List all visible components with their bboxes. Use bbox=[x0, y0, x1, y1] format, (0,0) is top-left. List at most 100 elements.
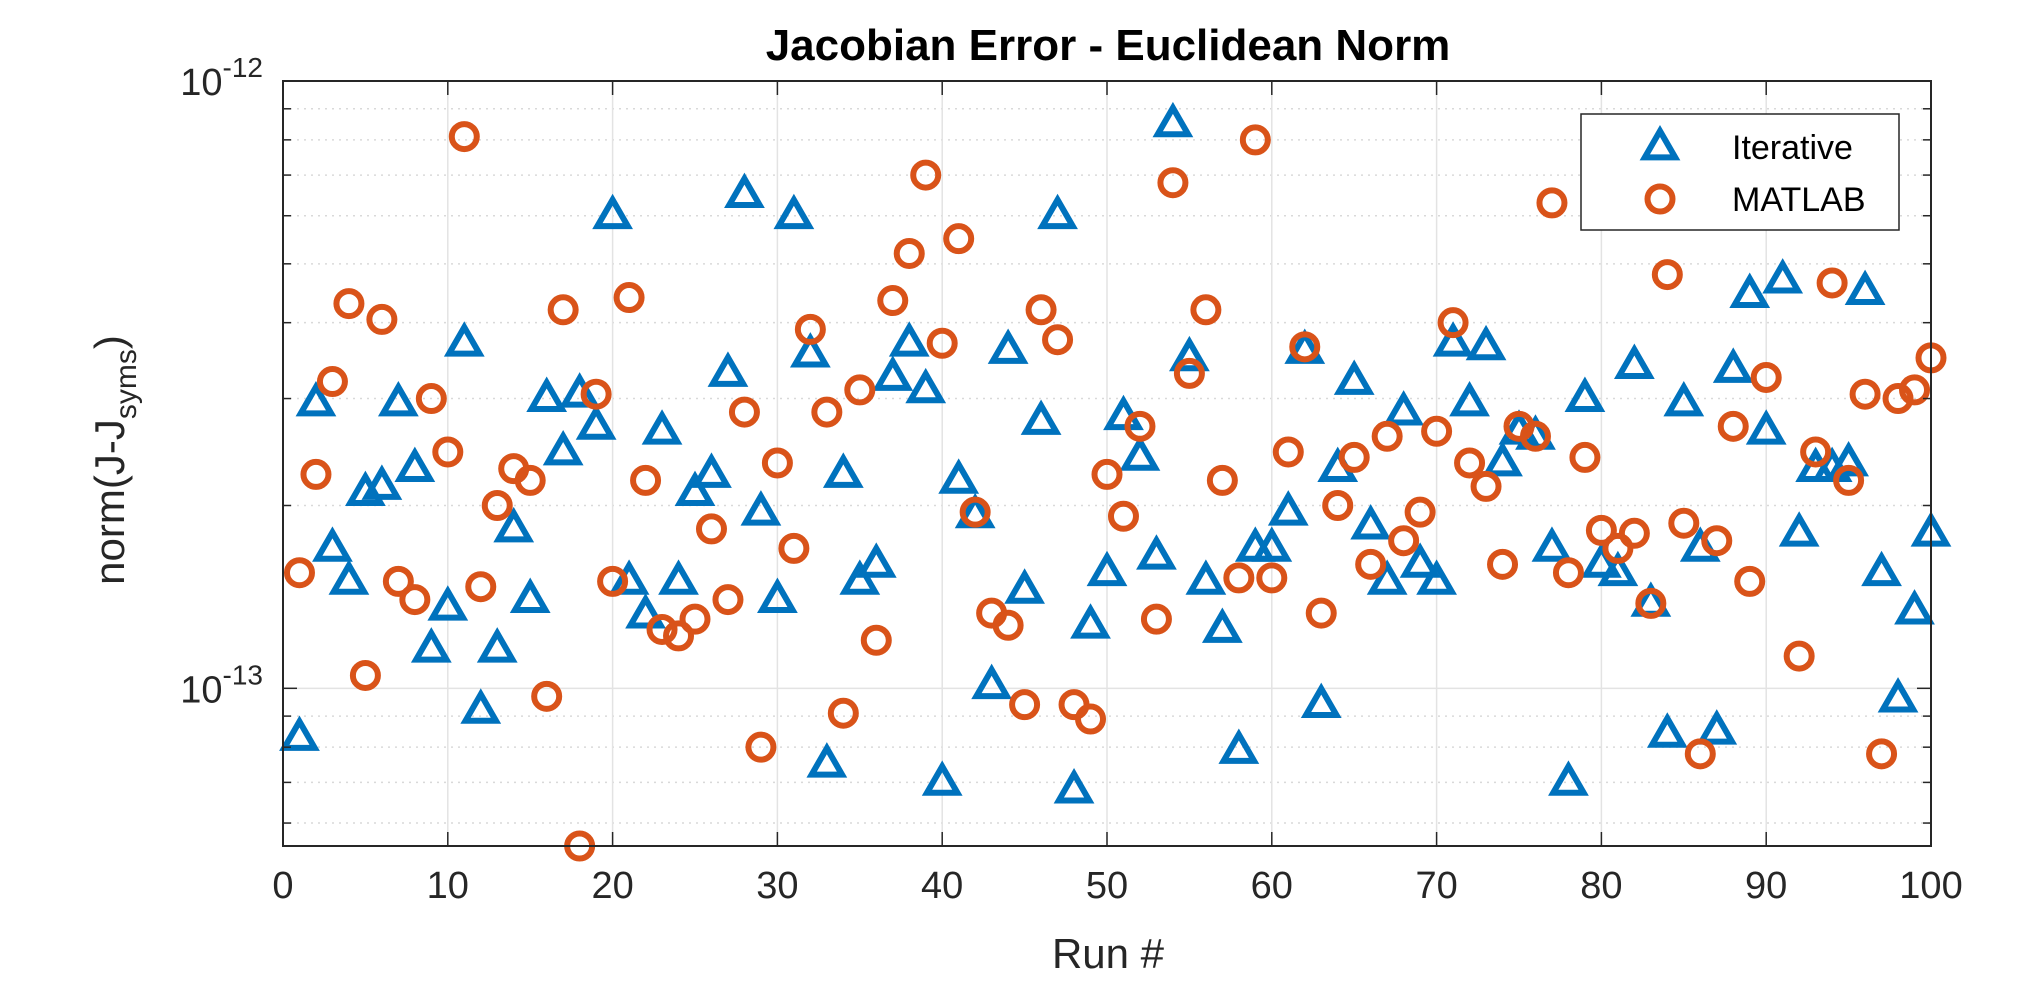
x-tick-label: 70 bbox=[1415, 865, 1457, 907]
data-point-iterative bbox=[1053, 768, 1095, 804]
data-point-matlab bbox=[1190, 294, 1222, 326]
data-point-iterative bbox=[1712, 347, 1754, 383]
data-point-matlab bbox=[761, 447, 793, 479]
data-point-matlab bbox=[1107, 500, 1139, 532]
data-point-iterative bbox=[1267, 490, 1309, 526]
data-point-iterative bbox=[1086, 550, 1128, 587]
data-point-iterative bbox=[526, 376, 568, 412]
chart-title: Jacobian Error - Euclidean Norm bbox=[766, 21, 1451, 70]
data-point-iterative bbox=[608, 559, 650, 595]
data-point-iterative bbox=[1333, 359, 1375, 395]
data-point-matlab bbox=[1651, 259, 1683, 291]
data-point-iterative bbox=[312, 526, 353, 562]
data-point-iterative bbox=[1581, 542, 1622, 578]
data-point-matlab bbox=[1569, 441, 1601, 473]
y-axis-label-subscript: syms bbox=[110, 349, 143, 419]
data-point-iterative bbox=[1218, 728, 1260, 764]
data-point-matlab bbox=[1305, 597, 1337, 629]
data-point-iterative bbox=[1729, 272, 1771, 308]
data-point-iterative bbox=[1482, 440, 1523, 477]
data-point-iterative bbox=[905, 367, 947, 404]
x-tick-label: 20 bbox=[591, 865, 633, 907]
data-point-iterative bbox=[542, 429, 584, 466]
data-point-iterative bbox=[1037, 193, 1078, 230]
data-point-iterative bbox=[1070, 603, 1111, 639]
data-point-matlab bbox=[1206, 464, 1238, 496]
data-point-iterative bbox=[295, 380, 337, 417]
x-tick-label: 60 bbox=[1251, 865, 1293, 907]
data-point-iterative bbox=[1004, 568, 1045, 604]
data-point-matlab bbox=[448, 121, 480, 153]
data-point-iterative bbox=[822, 452, 864, 488]
data-point-iterative bbox=[888, 321, 930, 357]
data-point-matlab bbox=[1717, 410, 1749, 442]
data-point-iterative bbox=[773, 193, 815, 230]
legend: Iterative MATLAB bbox=[1580, 113, 1900, 231]
data-point-iterative bbox=[493, 506, 535, 543]
data-point-iterative bbox=[394, 446, 436, 483]
data-point-matlab bbox=[1618, 517, 1650, 549]
x-tick-label: 40 bbox=[921, 865, 963, 907]
data-point-matlab bbox=[1833, 464, 1865, 496]
data-point-matlab bbox=[399, 584, 431, 616]
data-point-matlab bbox=[514, 464, 546, 496]
data-point-iterative bbox=[1646, 712, 1688, 748]
data-point-matlab bbox=[597, 565, 629, 597]
data-point-iterative bbox=[443, 321, 485, 357]
data-point-iterative bbox=[1416, 559, 1457, 595]
data-point-matlab bbox=[844, 374, 876, 406]
data-point-iterative bbox=[625, 593, 666, 629]
x-tick-label: 90 bbox=[1745, 865, 1787, 907]
data-point-iterative bbox=[1613, 343, 1655, 379]
data-point-matlab bbox=[1470, 470, 1502, 502]
data-point-matlab bbox=[1882, 383, 1914, 415]
data-point-matlab bbox=[1173, 357, 1205, 389]
data-point-matlab bbox=[1075, 703, 1107, 735]
data-point-matlab bbox=[1355, 548, 1387, 580]
data-point-matlab bbox=[300, 458, 332, 490]
data-point-matlab bbox=[1536, 187, 1568, 219]
data-point-iterative bbox=[987, 328, 1029, 364]
data-point-iterative bbox=[1548, 760, 1589, 796]
data-point-matlab bbox=[1223, 562, 1255, 594]
data-point-iterative bbox=[938, 458, 980, 494]
data-point-iterative bbox=[1251, 526, 1293, 562]
legend-label-iterative: Iterative bbox=[1732, 129, 1853, 167]
data-point-matlab bbox=[1899, 374, 1931, 406]
data-point-iterative bbox=[1399, 542, 1441, 578]
data-point-matlab bbox=[1519, 420, 1551, 452]
data-point-matlab bbox=[860, 624, 892, 656]
data-point-iterative bbox=[559, 372, 601, 408]
data-point-iterative bbox=[641, 409, 683, 445]
data-point-matlab bbox=[778, 532, 810, 564]
legend-entry-iterative: Iterative bbox=[1639, 124, 1853, 167]
data-point-matlab bbox=[811, 396, 843, 428]
data-point-matlab bbox=[1091, 458, 1123, 490]
data-point-iterative bbox=[1152, 101, 1194, 138]
data-point-matlab bbox=[959, 496, 991, 528]
data-point-matlab bbox=[283, 557, 315, 589]
data-point-matlab bbox=[630, 464, 662, 496]
data-point-matlab bbox=[580, 378, 612, 410]
data-point-matlab bbox=[1124, 410, 1156, 442]
data-point-iterative bbox=[1300, 682, 1342, 719]
data-point-matlab bbox=[1552, 557, 1584, 589]
y-tick-labels: 10-13 10-12 bbox=[180, 52, 263, 711]
data-point-matlab bbox=[316, 366, 348, 398]
x-tick-label: 0 bbox=[272, 865, 293, 907]
axis-ticks bbox=[282, 80, 1932, 846]
data-point-matlab bbox=[663, 620, 695, 652]
data-point-matlab bbox=[1421, 415, 1453, 447]
y-axis-label: norm(J-Jsyms) bbox=[86, 335, 143, 585]
data-point-matlab bbox=[1239, 124, 1271, 156]
data-point-matlab bbox=[893, 237, 925, 269]
x-axis-label: Run # bbox=[1052, 930, 1165, 977]
y-tick-label: 10-12 bbox=[180, 52, 263, 104]
data-point-matlab bbox=[1866, 738, 1898, 770]
data-point-iterative bbox=[971, 663, 1013, 700]
data-point-matlab bbox=[1783, 640, 1815, 672]
x-tick-label: 50 bbox=[1086, 865, 1128, 907]
data-point-iterative bbox=[592, 193, 633, 230]
y-tick-label: 10-13 bbox=[180, 659, 263, 711]
